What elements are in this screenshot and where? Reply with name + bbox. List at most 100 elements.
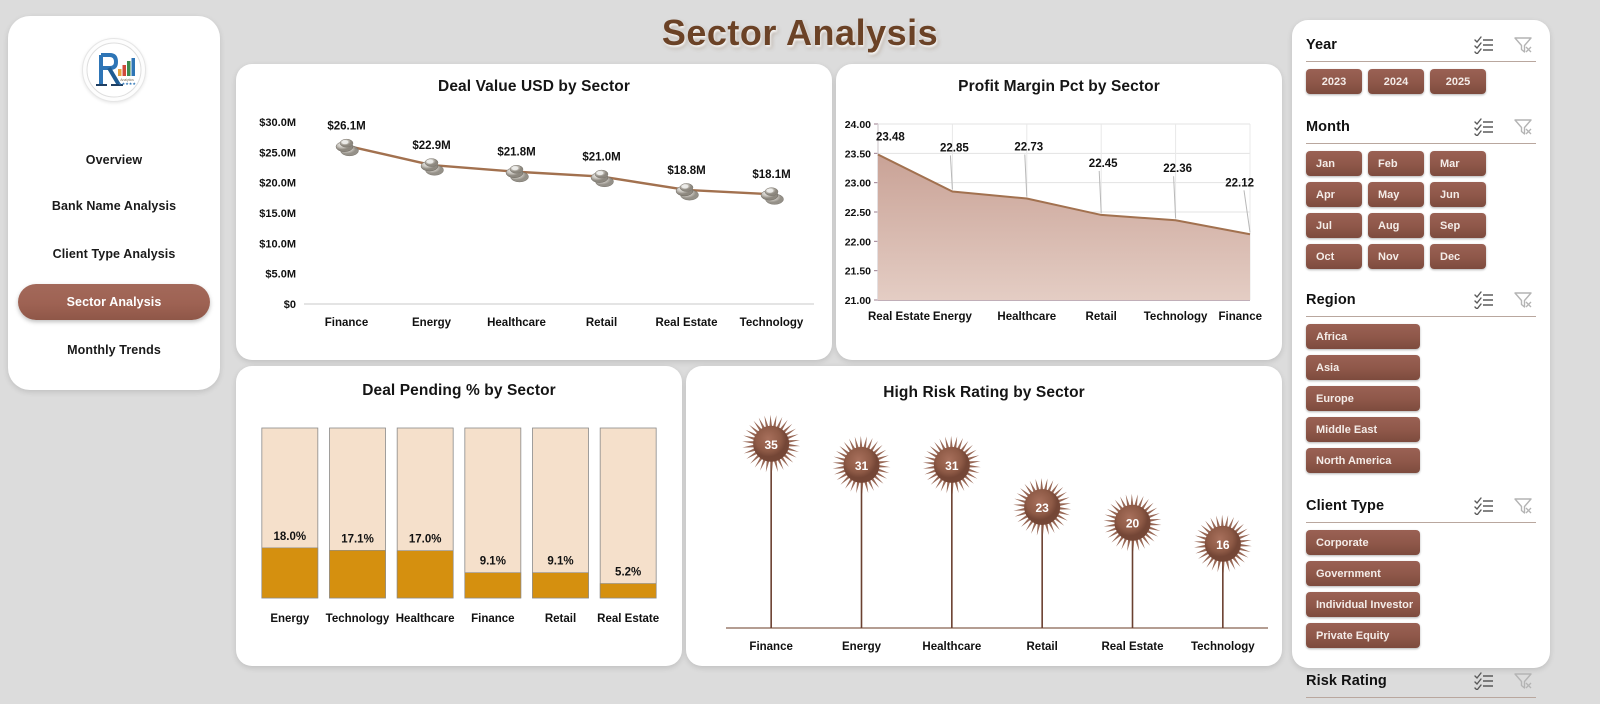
filter-group-month: Month Jan Feb Mar Apr May Jun Jul Aug Sep Oct Nov D…	[1306, 114, 1536, 269]
checklist-icon[interactable]	[1474, 36, 1494, 54]
svg-text:Healthcare: Healthcare	[922, 641, 981, 653]
filter-chip-jun[interactable]: Jun	[1430, 182, 1486, 207]
filter-chip-sep[interactable]: Sep	[1430, 213, 1486, 238]
starburst-marker	[922, 435, 981, 494]
svg-text:35: 35	[764, 438, 778, 452]
filter-chip-oct[interactable]: Oct	[1306, 244, 1362, 269]
filter-chip-jan[interactable]: Jan	[1306, 151, 1362, 176]
filter-chip-north-america[interactable]: North America	[1306, 448, 1420, 473]
svg-text:$21.8M: $21.8M	[497, 147, 535, 159]
svg-text:Finance: Finance	[325, 317, 368, 329]
bar-group	[532, 427, 589, 599]
filter-chip-2023[interactable]: 2023	[1306, 69, 1362, 94]
chart-deal-value: $30.0M $25.0M $20.0M $15.0M $10.0M $5.0M $0 $26…	[259, 117, 814, 329]
filter-chip-apr[interactable]: Apr	[1306, 182, 1362, 207]
filter-chip-individual-investor[interactable]: Individual Investor	[1306, 592, 1420, 617]
sidebar-item-monthly-trends[interactable]: Monthly Trends	[18, 332, 210, 368]
sidebar-item-label: Client Type Analysis	[52, 247, 176, 261]
sidebar-item-bank-name-analysis[interactable]: Bank Name Analysis	[18, 188, 210, 224]
funnel-icon[interactable]	[1514, 36, 1532, 54]
logo-graphic: Analytics ★★★★★	[86, 42, 142, 98]
starburst-marker	[1013, 477, 1072, 536]
sidebar-item-sector-analysis[interactable]: Sector Analysis	[18, 284, 210, 320]
svg-text:31: 31	[945, 459, 959, 473]
checklist-icon[interactable]	[1474, 672, 1494, 690]
svg-text:21.00: 21.00	[845, 295, 871, 307]
funnel-icon[interactable]	[1514, 291, 1532, 309]
svg-text:Technology: Technology	[1144, 311, 1208, 323]
sidebar-item-label: Sector Analysis	[66, 295, 162, 309]
filter-group-spacer	[1306, 479, 1536, 493]
filter-group-region: Region Africa Asia Europe Middle East North …	[1306, 287, 1536, 473]
filter-chip-government[interactable]: Government	[1306, 561, 1420, 586]
svg-text:Retail: Retail	[545, 613, 576, 625]
chart-profit-margin: 24.00 23.50 23.00 22.50 22.00 21.50 21.00 23.48…	[845, 119, 1262, 323]
svg-text:Retail: Retail	[586, 317, 617, 329]
filter-chip-aug[interactable]: Aug	[1368, 213, 1424, 238]
filter-chip-nov[interactable]: Nov	[1368, 244, 1424, 269]
filter-chip-may[interactable]: May	[1368, 182, 1424, 207]
svg-text:Real Estate: Real Estate	[1101, 641, 1163, 653]
sidebar-item-client-type-analysis[interactable]: Client Type Analysis	[18, 236, 210, 272]
page-title: Sector Analysis	[661, 12, 939, 53]
checklist-icon[interactable]	[1474, 497, 1494, 515]
filter-group-spacer	[1306, 275, 1536, 287]
filter-chip-list: Corporate Government Individual Investor Pr…	[1306, 530, 1536, 648]
filter-chip-2025[interactable]: 2025	[1430, 69, 1486, 94]
svg-text:$26.1M: $26.1M	[327, 121, 365, 133]
filter-chip-dec[interactable]: Dec	[1430, 244, 1486, 269]
filter-chip-list: Jan Feb Mar Apr May Jun Jul Aug Sep Oct Nov Dec	[1306, 151, 1536, 269]
filter-chip-feb[interactable]: Feb	[1368, 151, 1424, 176]
funnel-icon[interactable]	[1514, 118, 1532, 136]
starburst-marker	[1193, 514, 1252, 573]
svg-text:Finance: Finance	[1219, 311, 1262, 323]
bar-group	[599, 427, 657, 599]
filter-group-title: Year	[1306, 37, 1338, 53]
svg-text:$30.0M: $30.0M	[259, 117, 296, 129]
funnel-icon[interactable]	[1514, 497, 1532, 515]
sidebar-item-overview[interactable]: Overview	[18, 142, 210, 178]
svg-text:Technology: Technology	[326, 613, 390, 625]
svg-text:$18.8M: $18.8M	[667, 165, 705, 177]
filter-group-title: Client Type	[1306, 498, 1385, 514]
filter-group-spacer	[1306, 100, 1536, 114]
svg-text:Energy: Energy	[933, 311, 973, 323]
filter-chip-private-equity[interactable]: Private Equity	[1306, 623, 1420, 648]
svg-text:23: 23	[1035, 501, 1049, 515]
checklist-icon[interactable]	[1474, 291, 1494, 309]
chart-card-deal-pending: Deal Pending % by Sector 18.0% Energy 17.1…	[236, 366, 682, 666]
svg-text:$22.9M: $22.9M	[412, 140, 450, 152]
svg-text:22.45: 22.45	[1089, 158, 1118, 170]
svg-text:$21.0M: $21.0M	[582, 152, 620, 164]
svg-text:$18.1M: $18.1M	[752, 169, 790, 181]
filter-group-spacer	[1306, 654, 1536, 668]
filter-chip-jul[interactable]: Jul	[1306, 213, 1362, 238]
filter-chip-asia[interactable]: Asia	[1306, 355, 1420, 380]
funnel-icon[interactable]	[1514, 672, 1532, 690]
svg-text:18.0%: 18.0%	[274, 531, 307, 543]
filter-chip-corporate[interactable]: Corporate	[1306, 530, 1420, 555]
svg-text:22.12: 22.12	[1225, 177, 1254, 189]
filter-group-divider	[1306, 316, 1536, 317]
svg-text:22.36: 22.36	[1163, 163, 1192, 175]
svg-text:5.2%: 5.2%	[615, 567, 641, 579]
svg-text:17.1%: 17.1%	[341, 533, 374, 545]
filter-chip-africa[interactable]: Africa	[1306, 324, 1420, 349]
svg-text:Energy: Energy	[270, 613, 310, 625]
svg-text:Finance: Finance	[471, 613, 514, 625]
checklist-icon[interactable]	[1474, 118, 1494, 136]
filter-chip-mar[interactable]: Mar	[1430, 151, 1486, 176]
filter-chip-2024[interactable]: 2024	[1368, 69, 1424, 94]
filter-chip-europe[interactable]: Europe	[1306, 386, 1420, 411]
svg-text:23.00: 23.00	[845, 178, 871, 190]
svg-text:24.00: 24.00	[845, 119, 871, 131]
svg-text:22.73: 22.73	[1014, 142, 1043, 154]
svg-text:Real Estate: Real Estate	[868, 311, 930, 323]
filter-group-year: Year 2023 2024 2025	[1306, 32, 1536, 94]
chart-deal-pending: 18.0% Energy 17.1% Technology 17.0% Healthcar…	[261, 427, 659, 625]
svg-text:Energy: Energy	[412, 317, 452, 329]
filter-chip-middle-east[interactable]: Middle East	[1306, 417, 1420, 442]
line-marker	[335, 138, 359, 157]
svg-text:Analytics: Analytics	[120, 78, 134, 82]
starburst-marker	[742, 414, 801, 473]
